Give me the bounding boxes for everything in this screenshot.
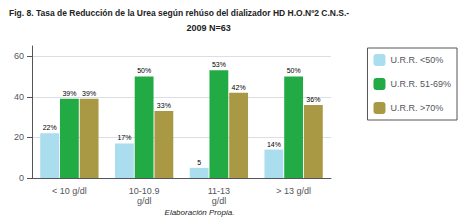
svg-text:U.R.R. >70%: U.R.R. >70% <box>390 103 443 113</box>
svg-text:50%: 50% <box>137 67 151 74</box>
svg-text:11-13: 11-13 <box>208 186 230 196</box>
svg-text:33%: 33% <box>157 102 171 109</box>
svg-text:< 10 g/dl: < 10 g/dl <box>52 186 87 196</box>
svg-text:10-10.9: 10-10.9 <box>129 186 160 196</box>
svg-text:53%: 53% <box>212 61 226 68</box>
svg-text:U.R.R. <50%: U.R.R. <50% <box>390 55 443 65</box>
svg-text:39%: 39% <box>62 90 76 97</box>
svg-text:50%: 50% <box>287 67 301 74</box>
svg-text:g/dl: g/dl <box>212 196 227 206</box>
svg-text:42%: 42% <box>232 84 246 91</box>
svg-text:> 13 g/dl: > 13 g/dl <box>276 186 311 196</box>
svg-text:36%: 36% <box>306 96 320 103</box>
svg-text:14%: 14% <box>267 141 281 148</box>
svg-text:g/dl: g/dl <box>137 196 152 206</box>
svg-text:60: 60 <box>14 51 24 61</box>
svg-text:17%: 17% <box>117 134 131 141</box>
svg-text:39%: 39% <box>82 90 96 97</box>
svg-text:Elaboración Propia.: Elaboración Propia. <box>165 208 235 217</box>
svg-text:20: 20 <box>14 132 24 142</box>
svg-text:2009 N=63: 2009 N=63 <box>187 23 231 33</box>
svg-text:5: 5 <box>197 159 201 166</box>
svg-text:Fig. 8. Tasa de Reducción de l: Fig. 8. Tasa de Reducción de la Urea seg… <box>9 8 349 18</box>
svg-text:0: 0 <box>19 173 24 183</box>
svg-text:22%: 22% <box>43 124 57 131</box>
svg-text:40: 40 <box>14 92 24 102</box>
svg-text:U.R.R. 51-69%: U.R.R. 51-69% <box>390 79 451 89</box>
